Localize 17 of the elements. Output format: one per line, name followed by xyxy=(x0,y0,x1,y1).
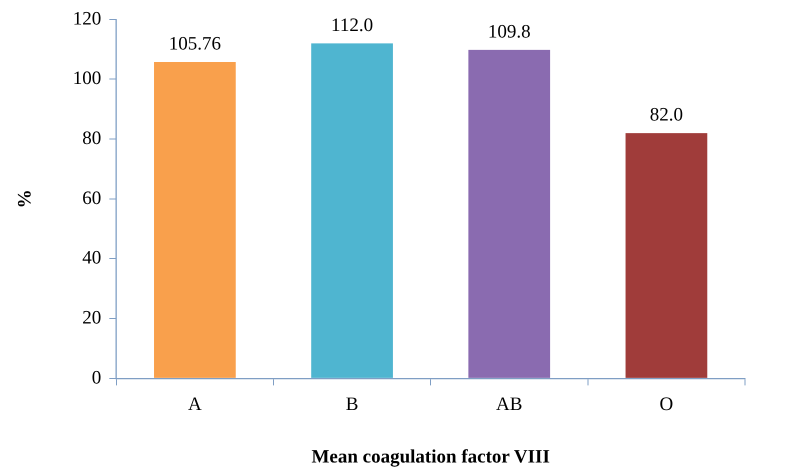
data-label: 82.0 xyxy=(650,104,684,126)
y-tick-label: 20 xyxy=(82,308,102,329)
y-tick-label: 120 xyxy=(72,8,102,30)
x-tick-label: O xyxy=(660,394,674,415)
data-label: 112.0 xyxy=(331,14,374,36)
x-tick-label: AB xyxy=(496,394,522,415)
y-tick-label: 60 xyxy=(82,188,102,209)
x-tick-label: B xyxy=(346,394,358,415)
y-tick-label: 80 xyxy=(82,128,102,150)
data-label: 105.76 xyxy=(168,33,222,54)
data-label: 109.8 xyxy=(488,21,531,42)
y-tick-label: 100 xyxy=(72,68,102,90)
y-axis-title: % xyxy=(14,189,36,208)
x-axis-title: Mean coagulation factor VIII xyxy=(311,446,550,468)
y-tick-label: 40 xyxy=(82,248,102,269)
x-tick-label: A xyxy=(188,394,202,415)
y-tick-label: 0 xyxy=(92,367,102,388)
